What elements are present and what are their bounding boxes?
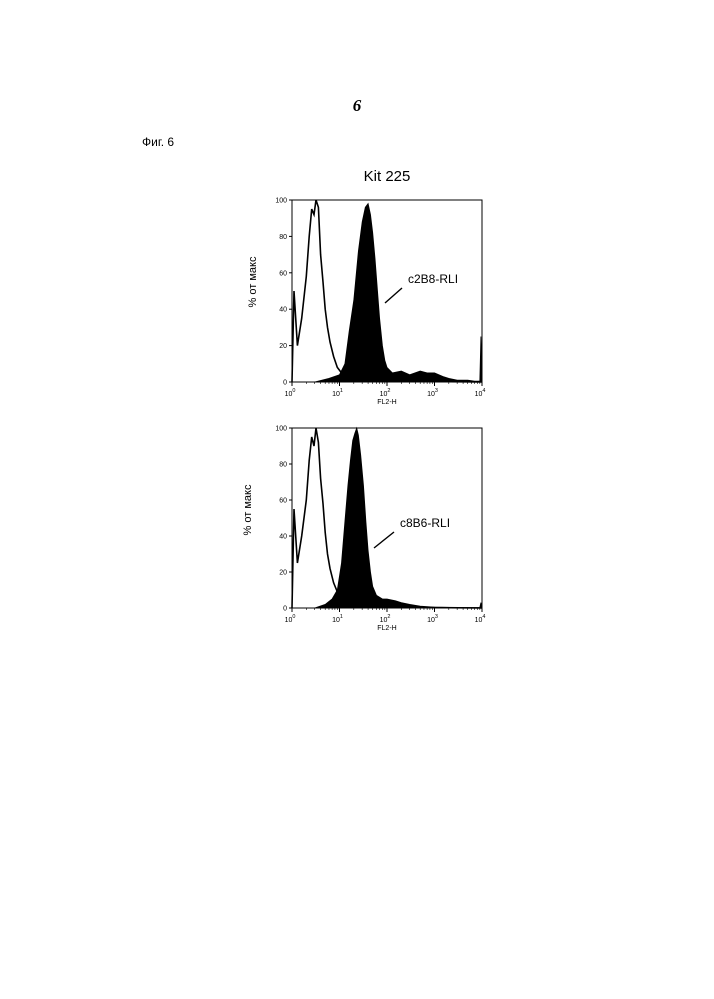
- plot-frame-1: [292, 200, 482, 382]
- annotation-pointer-2: [374, 532, 394, 548]
- y-tick-label-2-3: 60: [279, 498, 287, 505]
- y-tick-label-1-2: 40: [279, 307, 287, 314]
- y-tick-label-1-3: 60: [279, 270, 287, 277]
- y-tick-label-2-2: 40: [279, 534, 287, 541]
- annotation-label-1: c2B8-RLI: [408, 272, 458, 286]
- plot-frame-2: [292, 428, 482, 608]
- y-tick-label-2-5: 100: [275, 426, 287, 433]
- y-tick-label-1-1: 20: [279, 343, 287, 350]
- y-tick-label-1-0: 0: [283, 380, 287, 387]
- histogram-filled-2: [315, 428, 482, 608]
- y-tick-label-2-1: 20: [279, 570, 287, 577]
- y-tick-label-2-0: 0: [283, 606, 287, 613]
- x-tick-label-1-3: 103: [427, 388, 438, 398]
- histogram-outline-1: [292, 200, 482, 382]
- x-tick-label-1-2: 102: [380, 388, 391, 398]
- x-tick-label-1-1: 101: [332, 388, 343, 398]
- annotation-label-2: c8B6-RLI: [400, 516, 450, 530]
- x-tick-label-2-4: 104: [475, 614, 486, 624]
- x-tick-label-2-3: 103: [427, 614, 438, 624]
- y-tick-label-1-4: 80: [279, 234, 287, 241]
- x-axis-label-1: FL2-H: [377, 399, 396, 406]
- x-tick-label-2-0: 100: [285, 614, 296, 624]
- y-tick-label-2-4: 80: [279, 462, 287, 469]
- x-tick-label-1-0: 100: [285, 388, 296, 398]
- x-tick-label-2-1: 101: [332, 614, 343, 624]
- histogram-outline-2: [292, 428, 482, 608]
- x-tick-label-2-2: 102: [380, 614, 391, 624]
- annotation-pointer-1: [385, 288, 402, 303]
- x-axis-label-2: FL2-H: [377, 625, 396, 632]
- x-tick-label-1-4: 104: [475, 388, 486, 398]
- y-tick-label-1-5: 100: [275, 198, 287, 205]
- histogram-filled-1: [315, 204, 482, 382]
